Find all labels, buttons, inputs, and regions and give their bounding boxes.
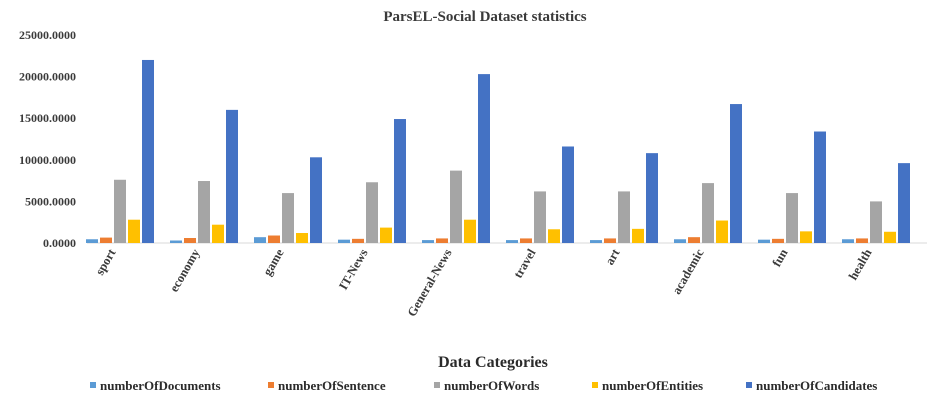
bar-numberOfEntities-economy — [212, 224, 224, 243]
bar-numberOfDocuments-academic — [674, 239, 686, 243]
bar-numberOfCandidates-General-News — [478, 74, 490, 243]
bar-numberOfDocuments-art — [590, 240, 602, 243]
bar-numberOfEntities-travel — [548, 229, 560, 243]
bar-numberOfEntities-General-News — [464, 219, 476, 243]
x-tick-label: game — [260, 246, 287, 278]
legend-label-numberOfCandidates: numberOfCandidates — [756, 378, 877, 393]
legend-label-numberOfWords: numberOfWords — [444, 378, 539, 393]
bar-numberOfCandidates-art — [646, 153, 658, 243]
bar-numberOfSentence-art — [604, 238, 616, 243]
chart-title: ParsEL-Social Dataset statistics — [383, 9, 586, 25]
bar-numberOfEntities-IT-News — [380, 227, 392, 243]
bar-numberOfDocuments-health — [842, 239, 854, 243]
x-tick-label: academic — [669, 246, 706, 297]
x-tick-label: health — [846, 246, 875, 282]
bar-numberOfWords-travel — [534, 191, 546, 243]
bar-numberOfCandidates-game — [310, 157, 322, 243]
bar-numberOfCandidates-travel — [562, 146, 574, 243]
bar-numberOfWords-fun — [786, 193, 798, 243]
y-tick-label: 10000.0000 — [19, 153, 76, 167]
y-tick-label: 20000.0000 — [19, 70, 76, 84]
legend-label-numberOfDocuments: numberOfDocuments — [100, 378, 221, 393]
bar-numberOfSentence-General-News — [436, 238, 448, 243]
x-tick-label: art — [602, 246, 623, 268]
bar-numberOfDocuments-fun — [758, 239, 770, 243]
bar-numberOfEntities-academic — [716, 220, 728, 243]
bar-numberOfWords-economy — [198, 181, 210, 243]
y-axis: 0.0000 5000.0000 10000.0000 15000.0000 20000… — [19, 28, 76, 250]
bar-numberOfSentence-fun — [772, 238, 784, 243]
legend-swatch-numberOfWords — [434, 382, 440, 388]
x-tick-label: IT-News — [336, 246, 371, 292]
x-axis: sport economy game IT-News General-News trave… — [93, 246, 875, 319]
bar-numberOfCandidates-economy — [226, 109, 238, 243]
x-tick-label: sport — [93, 246, 119, 278]
legend-swatch-numberOfEntities — [592, 382, 598, 388]
bar-numberOfSentence-health — [856, 238, 868, 243]
bar-numberOfSentence-IT-News — [352, 238, 364, 243]
bar-numberOfWords-health — [870, 201, 882, 243]
x-tick-label: travel — [511, 246, 539, 281]
bar-numberOfSentence-economy — [184, 238, 196, 243]
legend-label-numberOfEntities: numberOfEntities — [602, 378, 703, 393]
bar-numberOfEntities-sport — [128, 219, 140, 243]
legend-label-numberOfSentence: numberOfSentence — [278, 378, 386, 393]
bar-numberOfSentence-game — [268, 235, 280, 243]
x-axis-label: Data Categories — [438, 354, 548, 371]
x-tick-label: fun — [769, 246, 790, 269]
bar-numberOfWords-IT-News — [366, 182, 378, 243]
bar-numberOfCandidates-health — [898, 163, 910, 243]
legend-swatch-numberOfCandidates — [746, 382, 752, 388]
x-tick-label: General-News — [405, 246, 455, 319]
bar-numberOfCandidates-academic — [730, 104, 742, 243]
bar-numberOfDocuments-game — [254, 237, 266, 243]
bar-numberOfSentence-travel — [520, 238, 532, 243]
bar-numberOfDocuments-General-News — [422, 240, 434, 243]
bar-numberOfDocuments-economy — [170, 240, 182, 243]
bar-numberOfSentence-academic — [688, 237, 700, 243]
bar-numberOfEntities-game — [296, 233, 308, 243]
bar-numberOfCandidates-sport — [142, 59, 154, 244]
bar-numberOfSentence-sport — [100, 237, 112, 243]
legend-swatch-numberOfDocuments — [90, 382, 96, 388]
y-tick-label: 5000.0000 — [25, 194, 76, 208]
bar-numberOfWords-game — [282, 193, 294, 243]
y-tick-label: 15000.0000 — [19, 111, 76, 125]
bar-numberOfWords-sport — [114, 179, 126, 243]
y-tick-label: 0.0000 — [43, 236, 76, 250]
x-tick-label: economy — [167, 246, 203, 295]
legend: numberOfDocuments numberOfSentence numberO… — [90, 378, 877, 393]
bar-numberOfCandidates-fun — [814, 131, 826, 243]
legend-swatch-numberOfSentence — [268, 382, 274, 388]
bar-numberOfCandidates-IT-News — [394, 119, 406, 243]
bar-numberOfEntities-health — [884, 231, 896, 243]
y-tick-label: 25000.0000 — [19, 28, 76, 42]
bar-numberOfWords-General-News — [450, 170, 462, 243]
bar-numberOfDocuments-sport — [86, 239, 98, 243]
bar-numberOfWords-academic — [702, 183, 714, 243]
bar-numberOfEntities-fun — [800, 231, 812, 243]
bar-numberOfDocuments-travel — [506, 240, 518, 243]
bars — [86, 59, 910, 244]
bar-numberOfEntities-art — [632, 228, 644, 243]
bar-numberOfWords-art — [618, 191, 630, 243]
bar-numberOfDocuments-IT-News — [338, 239, 350, 243]
